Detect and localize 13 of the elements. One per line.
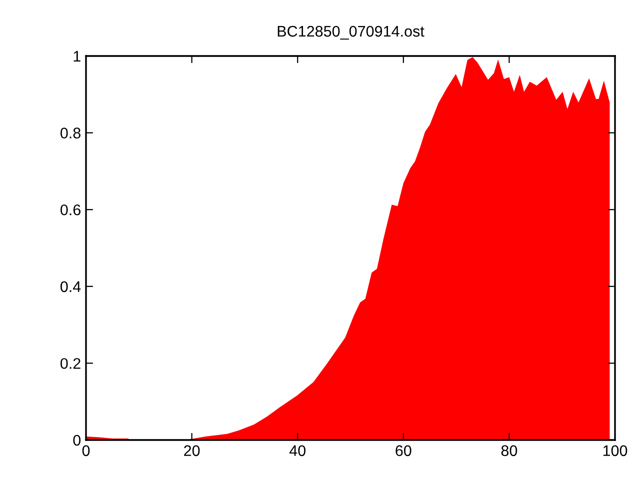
y-tick-label: 0.4: [60, 281, 81, 292]
chart-title: BC12850_070914.ost: [278, 26, 424, 40]
x-tick-label: 0: [82, 445, 90, 456]
x-tick-label: 20: [184, 445, 200, 456]
x-tick-label: 80: [501, 445, 518, 456]
x-tick-label: 40: [289, 445, 306, 456]
y-tick-label: 0.6: [60, 204, 80, 216]
y-tick-label: 0.8: [60, 128, 80, 138]
y-tick-label: 0: [73, 434, 81, 446]
y-tick-label: 1: [74, 51, 80, 62]
y-tick-label: 0.2: [60, 358, 80, 369]
x-tick-label: 60: [396, 445, 412, 456]
x-tick-label: 100: [603, 445, 628, 456]
